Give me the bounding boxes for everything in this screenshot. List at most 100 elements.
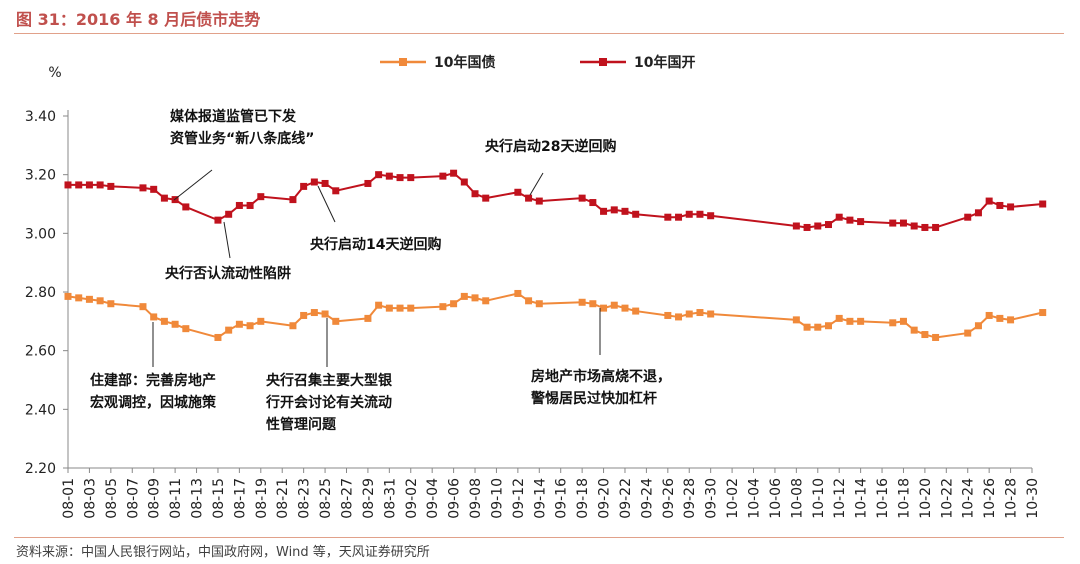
annotation-leader [529,172,544,196]
x-tick-label: 08-05 [104,478,120,519]
x-tick-label: 10-10 [811,478,827,519]
data-point [257,317,265,325]
x-tick-label: 08-29 [361,478,377,519]
data-point [1039,309,1047,317]
data-point [792,222,800,230]
x-tick-label: 09-30 [704,478,720,519]
x-tick-label: 08-09 [147,478,163,519]
annotation-text: 行开会讨论有关流动 [265,394,392,411]
data-point [139,303,147,311]
data-point [150,313,158,321]
data-point [589,300,597,308]
data-point [1007,316,1015,324]
data-point [535,197,543,205]
x-tick-label: 10-08 [789,478,805,519]
title-divider [14,33,1064,34]
data-point [182,203,190,211]
y-tick-label: 3.40 [25,109,56,125]
x-tick-label: 09-24 [639,478,655,519]
x-tick-label: 08-17 [232,478,248,519]
annotation-4: 央行否认流动性陷阱 [165,221,291,282]
x-tick-label: 10-04 [747,478,763,519]
data-point [246,201,254,209]
data-point [985,197,993,205]
data-point [107,182,115,190]
data-point [696,309,704,317]
x-tick-label: 08-11 [168,478,184,519]
data-point [910,222,918,230]
annotation-text: 警惕居民过快加杠杆 [531,390,657,407]
data-point [310,178,318,186]
annotation-text: 房地产市场高烧不退， [531,368,671,385]
series-line [68,172,1043,229]
data-point [300,182,308,190]
x-tick-label: 08-25 [318,478,334,519]
data-point [525,194,533,202]
series-1 [64,289,1047,341]
data-point [600,207,608,215]
data-point [824,322,832,330]
data-point [300,311,308,319]
data-point [332,187,340,195]
data-point [385,304,393,312]
data-point [396,304,404,312]
x-tick-label: 10-28 [1004,478,1020,519]
data-point [225,210,233,218]
annotation-7: 房地产市场高烧不退， 警惕居民过快加杠杆 [531,308,671,407]
x-tick-label: 08-23 [297,478,313,519]
x-tick-label: 10-06 [768,478,784,519]
data-point [696,210,704,218]
data-point [407,174,415,182]
data-point [632,210,640,218]
x-tick-label: 08-31 [382,478,398,519]
x-tick-label: 08-19 [254,478,270,519]
data-point [600,304,608,312]
annotation-text: 资管业务“新八条底线” [170,130,314,147]
data-point [214,216,222,224]
x-tick-label: 08-21 [275,478,291,519]
annotation-leader [317,185,336,223]
annotation-text: 央行召集主要大型银 [266,372,393,389]
x-tick-label: 09-08 [468,478,484,519]
data-point [621,207,629,215]
data-point [996,201,1004,209]
data-point [439,172,447,180]
data-point [289,322,297,330]
x-tick-label: 10-26 [982,478,998,519]
data-point [889,219,897,227]
data-point [803,323,811,331]
source-note: 资料来源：中国人民银行网站，中国政府网，Wind 等，天风证券研究所 [16,545,430,560]
data-point [482,194,490,202]
data-point [182,325,190,333]
data-point [835,213,843,221]
data-point [64,292,72,300]
data-point [985,311,993,319]
data-point [257,193,265,201]
data-point [385,172,393,180]
data-point [610,301,618,309]
y-tick-label: 2.20 [25,461,56,477]
data-point [289,196,297,204]
x-tick-label: 10-16 [875,478,891,519]
x-tick-label: 09-06 [447,478,463,519]
data-point [835,314,843,322]
data-point [310,309,318,317]
x-tick-label: 10-20 [918,478,934,519]
x-tick-label: 10-02 [725,478,741,519]
data-point [589,199,597,207]
data-point [996,314,1004,322]
data-point [921,331,929,339]
x-tick-label: 10-30 [1025,478,1041,519]
x-tick-label: 09-12 [511,478,527,519]
data-point [846,216,854,224]
data-point [375,171,383,179]
data-point [75,294,83,302]
data-point [160,317,168,325]
data-point [171,320,179,328]
data-point [824,221,832,229]
data-point [85,181,93,189]
data-point [803,223,811,231]
